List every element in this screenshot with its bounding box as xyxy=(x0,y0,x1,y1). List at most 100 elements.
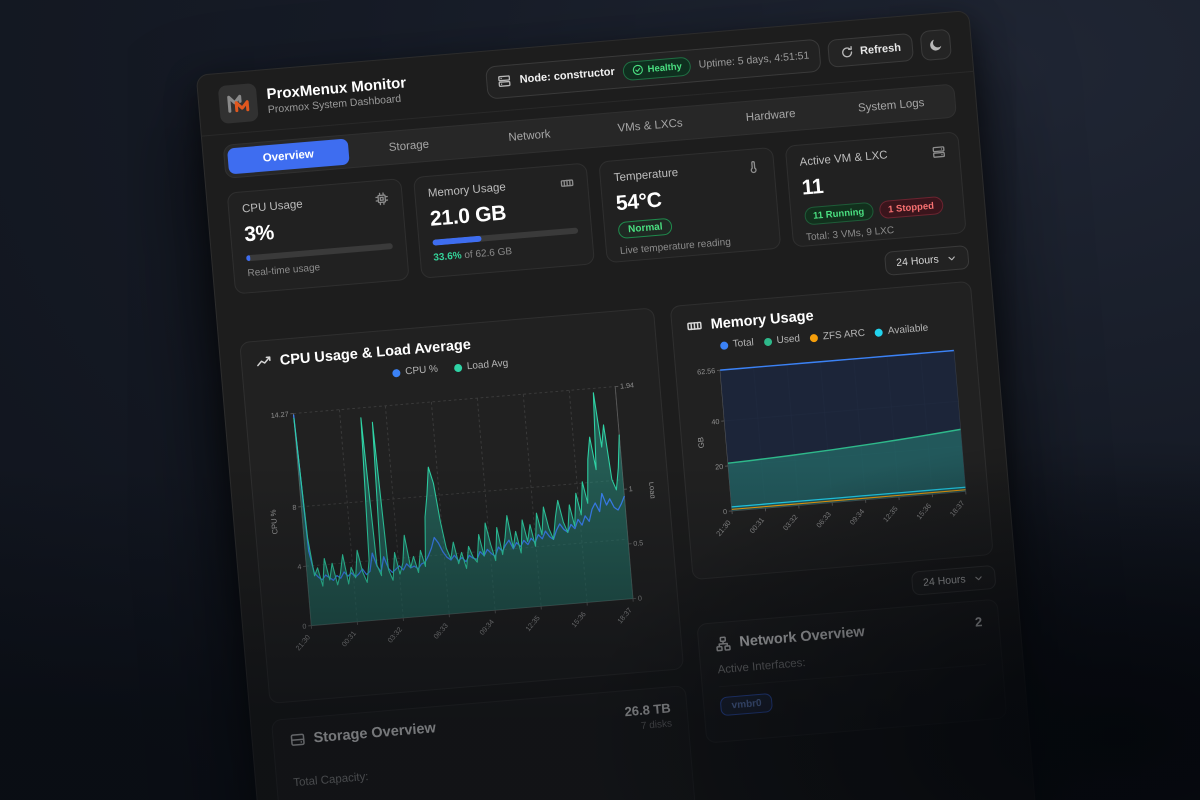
svg-text:12:35: 12:35 xyxy=(881,504,900,524)
svg-text:20: 20 xyxy=(715,462,724,472)
svg-text:1.94: 1.94 xyxy=(620,381,635,390)
cpu-usage-card: CPU Usage 3% Real-time usage xyxy=(226,178,410,295)
cpu-caption: Real-time usage xyxy=(247,262,321,280)
memory-card-title: Memory Usage xyxy=(427,181,507,200)
svg-text:00:31: 00:31 xyxy=(340,630,358,649)
chevron-down-icon xyxy=(945,252,958,265)
svg-text:21:30: 21:30 xyxy=(294,633,312,652)
temperature-value: 54°C xyxy=(615,188,663,216)
memory-chart-title: Memory Usage xyxy=(710,308,815,333)
svg-text:0: 0 xyxy=(638,594,643,602)
memory-usage-card: Memory Usage 21.0 GB 33.6% of 62.6 GB xyxy=(412,162,595,279)
interface-pill[interactable]: vmbr0 xyxy=(719,692,774,717)
network-icon xyxy=(715,635,732,652)
cpu-progress-fill xyxy=(245,254,251,262)
svg-text:0: 0 xyxy=(723,507,728,516)
network-title: Network Overview xyxy=(738,623,866,651)
svg-text:03:32: 03:32 xyxy=(386,626,404,645)
main-grid: CPU Usage & Load Average CPU % Load Avg 2… xyxy=(239,280,1015,800)
svg-text:GB: GB xyxy=(696,437,706,449)
svg-text:18:37: 18:37 xyxy=(948,499,967,519)
legend-dot xyxy=(763,337,773,346)
svg-text:03:32: 03:32 xyxy=(781,513,800,533)
cpu-load-chart-card: CPU Usage & Load Average CPU % Load Avg 2… xyxy=(239,307,685,704)
svg-text:12:35: 12:35 xyxy=(524,614,542,633)
time-range-select[interactable]: 24 Hours xyxy=(884,244,970,276)
temperature-status-badge: Normal xyxy=(617,217,674,240)
chevron-down-icon xyxy=(972,572,985,585)
logo-m-icon xyxy=(217,82,259,124)
legend-dot xyxy=(809,333,819,342)
storage-title: Storage Overview xyxy=(312,720,437,747)
tab-network[interactable]: Network xyxy=(468,118,591,154)
theme-toggle-button[interactable] xyxy=(919,28,953,62)
cpu-icon xyxy=(374,191,389,206)
drive-icon xyxy=(289,731,306,748)
vm-stopped-badge: 1 Stopped xyxy=(878,195,944,220)
storage-overview-card: Storage Overview 26.8 TB 7 disks Total C… xyxy=(270,685,699,800)
svg-text:06:33: 06:33 xyxy=(432,622,450,641)
network-interface-count: 2 xyxy=(974,614,983,630)
svg-text:40: 40 xyxy=(711,417,720,427)
svg-text:06:33: 06:33 xyxy=(815,510,834,530)
network-overview-card: Network Overview 2 Active Interfaces: vm… xyxy=(696,598,1008,744)
tab-storage[interactable]: Storage xyxy=(348,128,471,164)
vm-caption: Total: 3 VMs, 9 LXC xyxy=(805,225,895,244)
legend-dot xyxy=(874,327,884,337)
tab-overview[interactable]: Overview xyxy=(226,138,350,175)
storage-disks-value: 7 disks xyxy=(640,718,673,732)
tab-hardware[interactable]: Hardware xyxy=(709,98,832,134)
svg-text:14.27: 14.27 xyxy=(270,410,289,419)
health-badge: Healthy xyxy=(621,56,692,81)
memory-value: 21.0 GB xyxy=(429,201,507,231)
svg-text:15:36: 15:36 xyxy=(570,610,588,629)
dashboard-window: ProxMenux Monitor Proxmox System Dashboa… xyxy=(195,10,1047,800)
svg-text:18:37: 18:37 xyxy=(616,606,634,625)
svg-text:Load: Load xyxy=(647,481,657,499)
cpu-value: 3% xyxy=(243,220,275,247)
active-vm-card: Active VM & LXC 11 11 Running 1 Stopped … xyxy=(784,131,967,248)
interface-pill-list: vmbr0 xyxy=(719,675,988,717)
svg-text:15:36: 15:36 xyxy=(915,501,934,521)
node-name: Node: constructor xyxy=(519,65,616,86)
left-column: CPU Usage & Load Average CPU % Load Avg 2… xyxy=(239,307,699,800)
cpu-card-title: CPU Usage xyxy=(241,198,304,216)
svg-text:00:31: 00:31 xyxy=(748,515,767,535)
temperature-card: Temperature 54°C Normal Live temperature… xyxy=(598,146,781,264)
ram-icon xyxy=(560,176,575,191)
svg-text:8: 8 xyxy=(292,504,297,512)
network-time-range-select[interactable]: 24 Hours xyxy=(911,564,997,596)
memory-caption: 33.6% of 62.6 GB xyxy=(432,246,513,264)
check-icon xyxy=(631,63,644,76)
svg-text:21:30: 21:30 xyxy=(714,518,733,538)
legend-dot xyxy=(392,368,401,378)
memory-chart: 21:30 00:31 03:32 06:33 09:34 12:35 15:36 18:37… xyxy=(696,349,967,538)
right-column: Memory Usage Total Used ZFS ARC Available 2… xyxy=(670,280,1008,744)
trend-up-icon xyxy=(255,354,272,371)
storage-total-value: 26.8 TB xyxy=(623,700,672,720)
refresh-icon xyxy=(840,45,855,60)
vm-card-title: Active VM & LXC xyxy=(799,149,889,169)
thermometer-icon xyxy=(745,160,760,175)
memory-icon xyxy=(686,317,703,334)
legend-dot xyxy=(719,340,729,350)
refresh-button[interactable]: Refresh xyxy=(827,32,915,68)
svg-text:09:34: 09:34 xyxy=(848,507,867,527)
temperature-caption: Live temperature reading xyxy=(619,236,732,258)
node-status: Node: constructor Healthy Uptime: 5 days… xyxy=(485,38,822,100)
tab-system-logs[interactable]: System Logs xyxy=(830,88,953,124)
svg-text:09:34: 09:34 xyxy=(478,618,496,637)
svg-text:CPU %: CPU % xyxy=(269,509,280,535)
svg-text:0: 0 xyxy=(302,623,307,631)
vm-count-value: 11 xyxy=(800,174,825,200)
legend-dot xyxy=(453,363,463,372)
memory-progress-fill xyxy=(431,235,482,246)
svg-text:62.56: 62.56 xyxy=(697,366,716,376)
tab-vms-lxcs[interactable]: VMs & LXCs xyxy=(589,108,712,144)
svg-text:1: 1 xyxy=(628,485,633,493)
server-icon xyxy=(497,74,512,89)
server-stack-icon xyxy=(931,144,946,159)
statusbar: Node: constructor Healthy Uptime: 5 days… xyxy=(485,27,953,100)
svg-text:0.5: 0.5 xyxy=(633,539,644,548)
